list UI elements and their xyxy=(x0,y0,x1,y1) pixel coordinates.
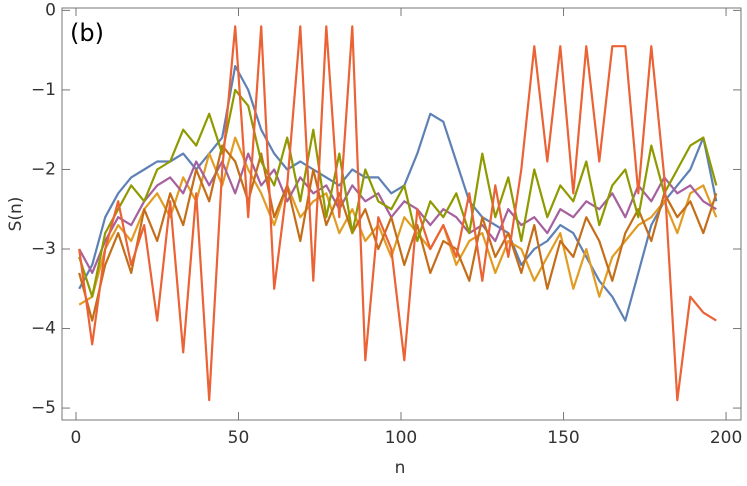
x-tick-label: 200 xyxy=(710,428,742,448)
y-axis-label: S(n) xyxy=(6,197,26,232)
y-tick-label: −1 xyxy=(31,80,56,100)
x-tick-label: 100 xyxy=(385,428,417,448)
y-tick-label: −4 xyxy=(31,319,56,339)
y-tick-label: −5 xyxy=(31,398,56,418)
x-tick-label: 150 xyxy=(547,428,579,448)
series-line xyxy=(78,136,718,306)
x-tick-label: 0 xyxy=(71,428,82,448)
x-tick-label: 50 xyxy=(228,428,250,448)
series-line xyxy=(78,144,718,322)
panel-label: (b) xyxy=(70,19,104,47)
x-axis-label: n xyxy=(395,458,406,478)
series-line xyxy=(78,25,717,402)
y-tick-label: −2 xyxy=(31,159,56,179)
series-line xyxy=(78,65,718,322)
series-line xyxy=(78,88,718,298)
y-tick-label: 0 xyxy=(45,0,56,20)
series-line xyxy=(78,152,717,274)
y-tick-label: −3 xyxy=(31,239,56,259)
